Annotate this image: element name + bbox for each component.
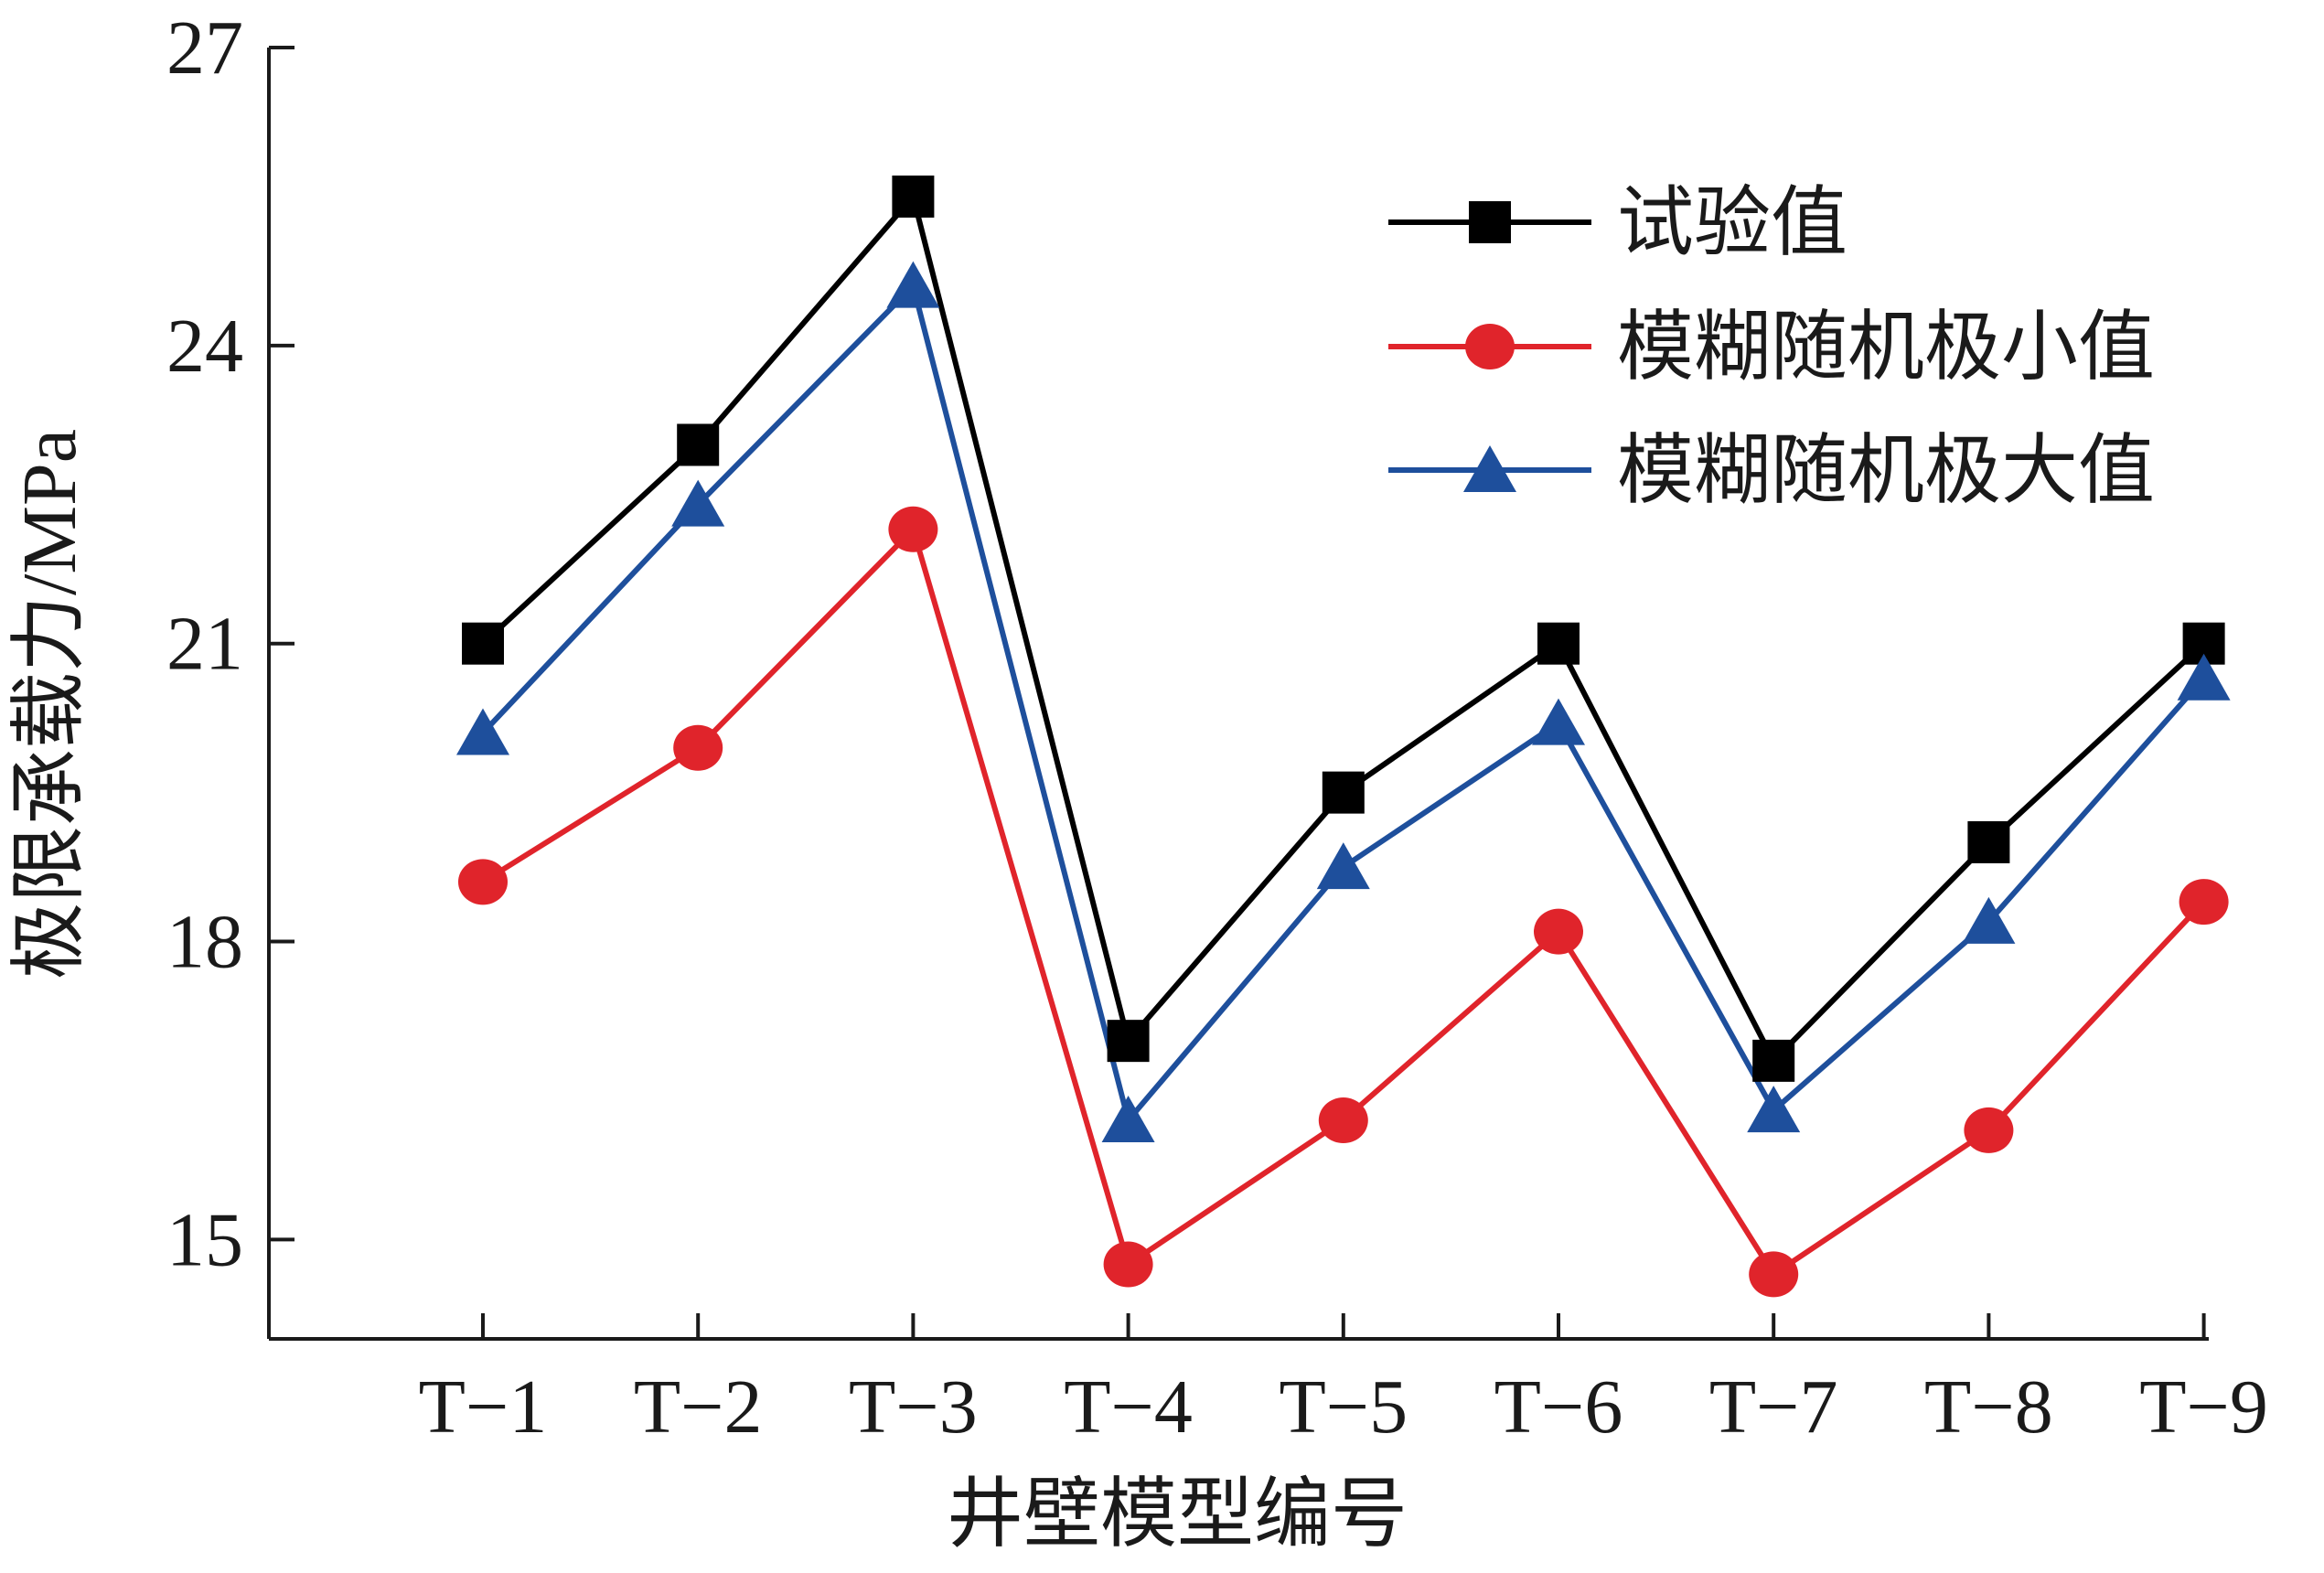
x-tick-label: T−2 bbox=[634, 1364, 763, 1450]
data-point-circle bbox=[1964, 1107, 2014, 1153]
x-tick-label: T−9 bbox=[2139, 1364, 2268, 1450]
data-point-square bbox=[1967, 820, 2010, 863]
data-point-triangle bbox=[1101, 1096, 1155, 1143]
legend-label: 模糊随机极大值 bbox=[1617, 429, 2155, 514]
series-line-circle bbox=[481, 524, 2206, 1279]
legend-marker-square bbox=[1469, 201, 1511, 243]
legend-label: 试验值 bbox=[1617, 181, 1847, 266]
data-point-square bbox=[1537, 622, 1580, 665]
data-point-square bbox=[1752, 1039, 1795, 1082]
legend-marker-triangle bbox=[1463, 445, 1516, 492]
data-point-triangle bbox=[2177, 653, 2231, 701]
data-point-square bbox=[462, 622, 504, 665]
data-point-triangle bbox=[886, 261, 940, 308]
x-tick-label: T−4 bbox=[1064, 1364, 1193, 1450]
legend-label: 模糊随机极小值 bbox=[1617, 305, 2155, 391]
x-tick-label: T−5 bbox=[1279, 1364, 1408, 1450]
x-tick-label: T−3 bbox=[849, 1364, 978, 1450]
x-tick-label: T−6 bbox=[1494, 1364, 1623, 1450]
y-tick-label: 21 bbox=[166, 602, 243, 687]
y-axis-title: 极限承载力/MPa bbox=[7, 429, 92, 979]
data-point-circle bbox=[2179, 879, 2229, 926]
y-tick-label: 27 bbox=[166, 5, 243, 91]
data-point-triangle bbox=[671, 479, 725, 527]
data-point-circle bbox=[1749, 1251, 1799, 1298]
y-tick-label: 24 bbox=[166, 304, 243, 389]
tick-labels: 15 18 21 24 27 T−1 T−2 T−3 T−4 T−5 T−6 T−7 T−8 T−9 bbox=[166, 5, 2268, 1450]
data-point-triangle bbox=[1532, 698, 1585, 745]
data-point-circle bbox=[888, 506, 938, 552]
legend-marker-circle bbox=[1465, 324, 1515, 369]
data-point-triangle bbox=[456, 708, 509, 755]
data-point-triangle bbox=[1962, 896, 2016, 944]
data-point-square bbox=[1107, 1020, 1150, 1063]
data-point-circle bbox=[1318, 1097, 1368, 1144]
series-markers bbox=[456, 175, 2231, 1298]
data-point-square bbox=[1322, 771, 1365, 814]
y-tick-label: 15 bbox=[166, 1197, 243, 1282]
x-axis-title: 井壁模型编号 bbox=[947, 1472, 1408, 1557]
data-point-triangle bbox=[1747, 1086, 1801, 1133]
data-point-circle bbox=[1534, 908, 1583, 955]
data-point-square bbox=[892, 175, 935, 218]
x-tick-label: T−7 bbox=[1709, 1364, 1838, 1450]
x-tick-label: T−8 bbox=[1924, 1364, 2053, 1450]
axes bbox=[267, 46, 2209, 1341]
data-point-circle bbox=[1103, 1241, 1153, 1288]
y-tick-label: 18 bbox=[166, 900, 243, 985]
x-tick-label: T−1 bbox=[419, 1364, 548, 1450]
data-point-triangle bbox=[1316, 842, 1370, 890]
data-point-circle bbox=[673, 724, 723, 771]
data-point-circle bbox=[458, 859, 508, 905]
data-point-square bbox=[677, 423, 720, 466]
